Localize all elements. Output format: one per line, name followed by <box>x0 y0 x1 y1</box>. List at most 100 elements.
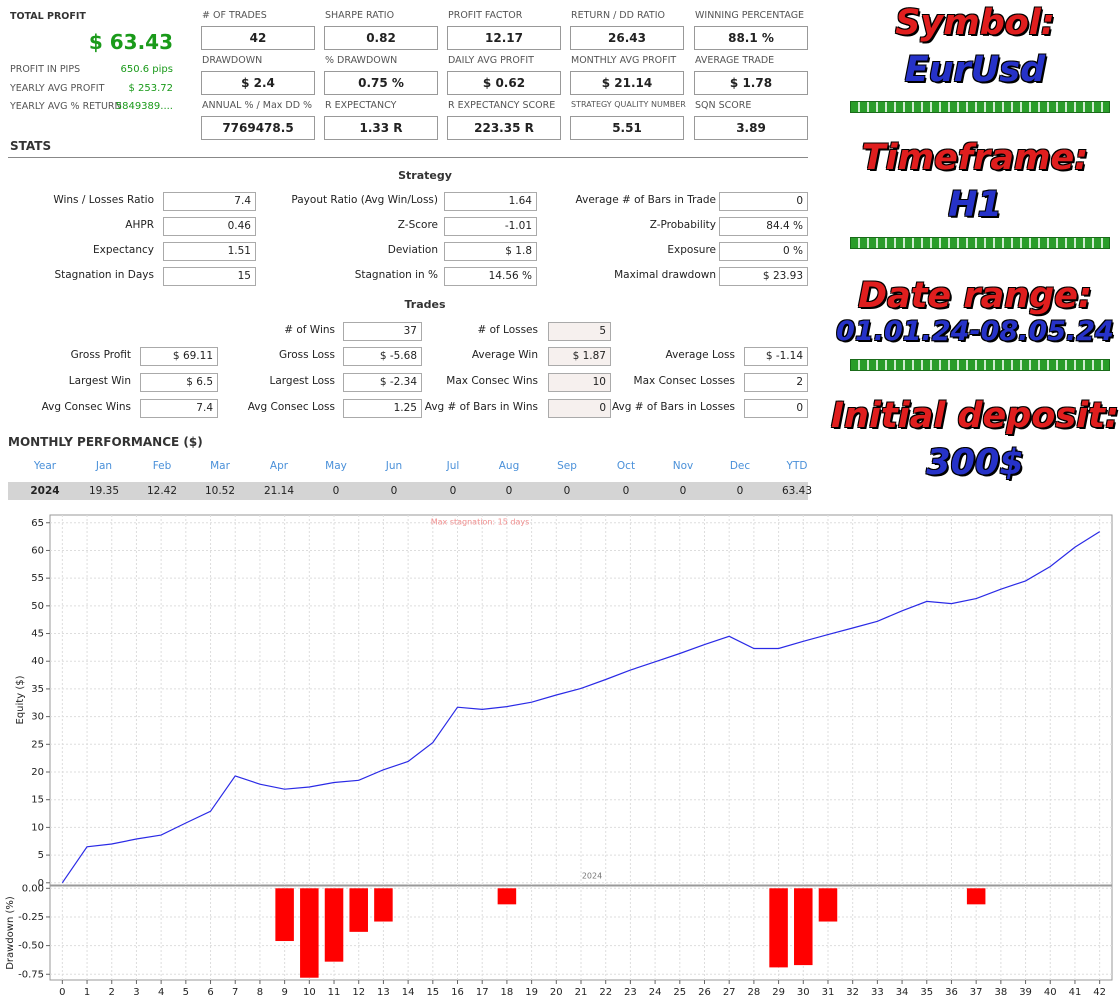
x-tick-label: 10 <box>303 987 316 998</box>
info-label: Date range: <box>858 276 1092 316</box>
trade-label: Max Consec Losses <box>633 375 735 387</box>
stat-label: Z-Score <box>397 219 438 231</box>
info-value: 01.01.24-08.05.24 <box>836 316 1114 347</box>
y-tick-label: -0.25 <box>18 912 44 923</box>
x-tick-label: 24 <box>649 987 662 998</box>
x-tick-label: 22 <box>599 987 612 998</box>
trade-value: $ 1.87 <box>548 347 611 366</box>
x-tick-label: 6 <box>207 987 213 998</box>
y-tick-label: -0.50 <box>18 941 44 952</box>
y-tick-label: 35 <box>31 684 44 695</box>
trade-value: $ -5.68 <box>343 347 422 366</box>
month-value: 0 <box>449 485 457 497</box>
metric-value: 88.1 % <box>694 26 808 50</box>
y-tick-label: -0.75 <box>18 969 44 980</box>
month-header: Dec <box>729 460 751 472</box>
metric-value: $ 1.78 <box>694 71 808 95</box>
x-tick-label: 11 <box>328 987 341 998</box>
month-header: Aug <box>498 460 520 472</box>
section-title: MONTHLY PERFORMANCE ($) <box>8 435 203 449</box>
metric-value: 5.51 <box>570 116 684 140</box>
trade-label: Gross Profit <box>70 349 131 361</box>
row-background <box>8 482 808 500</box>
trade-value: 37 <box>343 322 422 341</box>
metric-label: DRAWDOWN <box>202 55 263 66</box>
stat-label: Average # of Bars in Trade <box>575 194 716 206</box>
summary-label: YEARLY AVG PROFIT <box>10 82 105 94</box>
metric-value: 0.82 <box>324 26 438 50</box>
trade-label: Avg Consec Loss <box>247 401 335 413</box>
month-value: 2024 <box>30 485 60 497</box>
bar <box>275 888 294 942</box>
x-tick-label: 35 <box>920 987 933 998</box>
stat-value: 14.56 % <box>444 267 537 286</box>
month-value: 0 <box>390 485 398 497</box>
x-tick-label: 9 <box>281 987 287 998</box>
month-header: Nov <box>672 460 694 472</box>
month-value: 19.35 <box>88 485 120 497</box>
trade-value: 1.25 <box>343 399 422 418</box>
trade-label: Gross Loss <box>279 349 335 361</box>
info-value: EurUsd <box>904 50 1046 90</box>
bar <box>374 888 393 922</box>
stat-value: 0 % <box>719 242 808 261</box>
x-tick-label: 33 <box>871 987 884 998</box>
bar <box>300 888 319 978</box>
x-tick-label: 23 <box>624 987 637 998</box>
bar <box>794 888 813 966</box>
x-tick-label: 7 <box>232 987 238 998</box>
trade-label: Average Win <box>471 349 538 361</box>
y-tick-label: 50 <box>31 601 44 612</box>
trade-label: # of Losses <box>477 324 538 336</box>
x-tick-label: 20 <box>550 987 563 998</box>
stat-value: $ 1.8 <box>444 242 537 261</box>
summary-value: 650.6 pips <box>120 64 174 75</box>
x-tick-label: 4 <box>158 987 164 998</box>
stat-label: Deviation <box>387 244 438 256</box>
trade-label: Largest Win <box>68 375 131 387</box>
metric-value: 26.43 <box>570 26 684 50</box>
stat-value: 1.64 <box>444 192 537 211</box>
trade-value: 2 <box>744 373 808 392</box>
metric-value: 1.33 R <box>324 116 438 140</box>
x-tick-label: 30 <box>797 987 810 998</box>
metric-value: 3.89 <box>694 116 808 140</box>
trade-label: Avg # of Bars in Wins <box>424 401 538 413</box>
x-tick-label: 31 <box>822 987 835 998</box>
metric-value: $ 21.14 <box>570 71 684 95</box>
month-value: 0 <box>622 485 630 497</box>
x-tick-label: 5 <box>183 987 189 998</box>
trade-value: 0 <box>548 399 611 418</box>
decoration <box>850 359 1110 371</box>
month-header: Feb <box>152 460 172 472</box>
x-tick-label: 12 <box>352 987 365 998</box>
trade-value: $ -1.14 <box>744 347 808 366</box>
metric-label: RETURN / DD RATIO <box>571 10 666 21</box>
trade-label: # of Wins <box>284 324 335 336</box>
metric-label: R EXPECTANCY <box>325 100 397 111</box>
info-label: Timeframe: <box>861 138 1089 178</box>
stat-value: -1.01 <box>444 217 537 236</box>
bar <box>497 888 517 905</box>
bar <box>349 888 368 932</box>
decoration <box>850 237 1110 249</box>
trade-value: 0 <box>744 399 808 418</box>
x-tick-label: 32 <box>846 987 859 998</box>
stat-value: 7.4 <box>163 192 256 211</box>
trade-label: Average Loss <box>665 349 736 361</box>
x-tick-label: 34 <box>896 987 909 998</box>
metric-value: 0.75 % <box>324 71 438 95</box>
section-title: STATS <box>10 139 52 153</box>
total-profit: $ 63.43 <box>88 30 173 54</box>
x-tick-label: 19 <box>525 987 538 998</box>
month-value: 63.43 <box>781 485 813 497</box>
metric-label: ANNUAL % / Max DD % <box>202 100 313 111</box>
metric-value: 223.35 R <box>447 116 561 140</box>
month-header: Jun <box>385 460 403 472</box>
y-tick-label: 65 <box>31 518 44 529</box>
trade-value: $ -2.34 <box>343 373 422 392</box>
bar <box>769 888 788 968</box>
x-tick-label: 18 <box>501 987 514 998</box>
